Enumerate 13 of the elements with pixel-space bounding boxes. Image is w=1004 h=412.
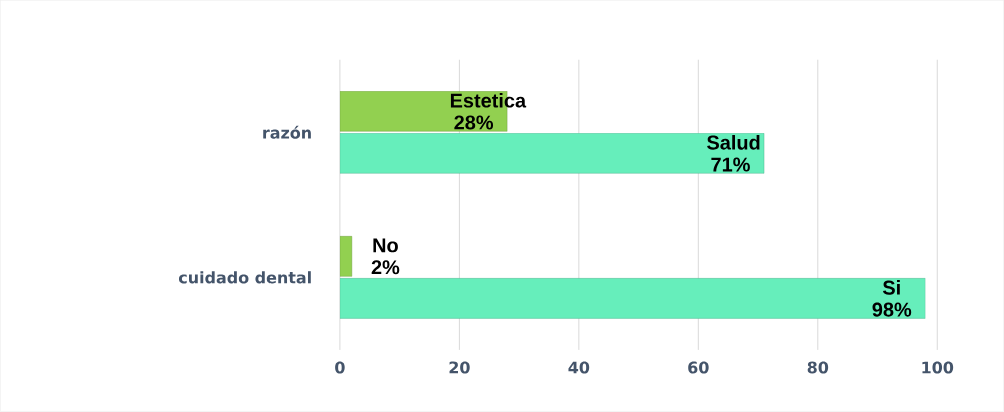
x-tick-label: 40 [568, 361, 590, 374]
data-label: No 2% [371, 238, 400, 275]
x-tick-label: 20 [449, 361, 470, 374]
bar [339, 133, 765, 174]
bar [339, 278, 926, 319]
y-tick-label: razón [263, 125, 311, 139]
x-tick-label: 80 [807, 361, 829, 374]
y-tick-label: cuidado dental [178, 271, 311, 284]
data-label: Salud 71% [707, 135, 760, 172]
x-tick-label: 100 [922, 361, 954, 374]
x-tick-label: 60 [688, 361, 709, 374]
data-label: Si 98% [872, 280, 912, 317]
x-tick-label: 0 [335, 361, 345, 374]
